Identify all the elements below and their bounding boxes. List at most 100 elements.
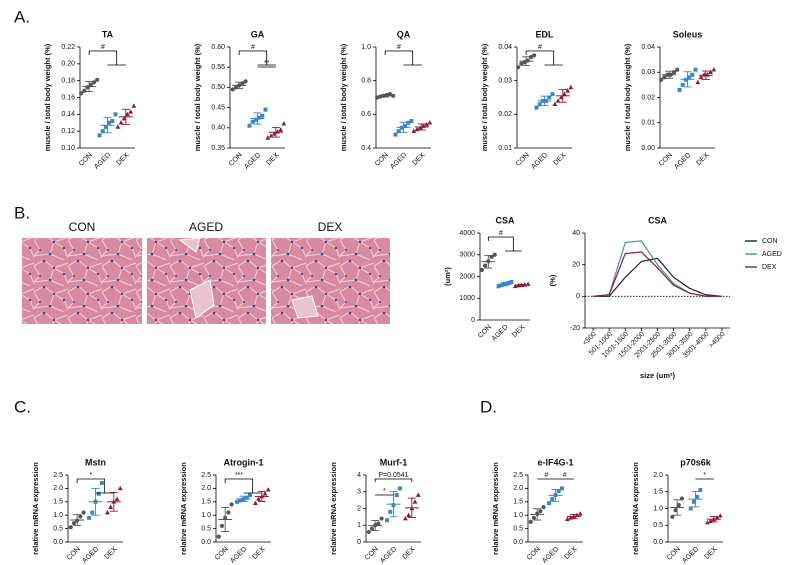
chart-title: GA [251,29,265,39]
data-point [262,491,268,496]
data-point [385,518,390,523]
data-point [81,510,86,515]
y-tick-label: 1.5 [513,499,523,506]
data-point [687,75,692,80]
significance-bracket [384,50,422,66]
significance-label: # [563,472,567,479]
data-point [253,117,258,122]
error-bar [371,520,380,532]
legend-label: AGED [762,251,782,258]
data-point [675,67,680,72]
y-tick-label: 0.5 [201,525,211,532]
data-point [691,499,696,504]
x-tick-label: AGED [530,152,549,171]
data-point [690,72,695,77]
chart-title: Atrogin-1 [224,457,264,467]
data-point [226,510,231,515]
significance-bracket [374,478,413,482]
data-point [565,88,571,93]
data-point [538,509,543,514]
data-point [238,498,243,503]
y-axis-label: muscle / total body weight (%) [480,43,489,151]
error-bar [417,123,426,131]
x-tick-label: AGED [93,152,112,171]
chart-title: p70s6k [680,457,712,467]
x-tick-label: DEX [103,546,118,561]
x-tick-label: DEX [511,324,526,339]
error-bar [271,126,280,138]
y-tick-label: 40 [572,230,580,237]
data-point [688,506,693,511]
error-bar [253,112,262,125]
error-bar [701,70,710,81]
data-point [411,128,417,133]
significance-bracket [525,50,563,66]
data-point [415,492,421,497]
histology-detail [178,237,215,319]
significance-bracket [88,50,126,66]
error-bar [673,499,682,516]
data-point [115,124,121,129]
y-axis-label: relative mRNA expression [491,462,500,555]
y-tick-label: 0.50 [211,84,225,91]
panel-label: C. [14,397,31,416]
chart-title: TA [102,29,114,39]
data-point [128,109,134,114]
data-point [537,102,542,107]
y-tick-label: 2.5 [53,472,63,479]
histology-image [22,238,142,324]
y-axis-label: relative mRNA expression [631,462,640,555]
chart-title: CSA [495,215,515,225]
x-tick-label: AGED [673,152,692,171]
significance-label: *** [235,472,243,479]
data-point [547,95,552,100]
data-point [114,496,120,501]
data-point [131,103,137,108]
x-tick-label: AGED [81,546,100,565]
y-tick-label: 0.02 [641,94,655,101]
x-tick-label: AGED [491,324,510,343]
y-axis-label: (%) [548,274,557,286]
y-axis-label: relative mRNA expression [329,462,338,555]
significance-bracket [224,478,262,494]
x-tick-label: CON [78,152,94,168]
error-bar [484,254,493,269]
x-tick-label: DEX [552,152,567,167]
data-point [705,519,710,525]
y-tick-label: 0.0 [653,539,663,546]
y-tick-label: 0.00 [641,145,655,152]
data-point [403,515,408,521]
significance-bracket [487,236,522,252]
data-point [229,502,234,507]
x-tick-label: CON [515,152,531,168]
data-point [260,113,265,118]
y-tick-label: 0.18 [61,78,75,85]
legend-label: CON [762,238,778,245]
data-point [265,487,271,492]
significance-label: # [499,230,503,237]
data-point [230,87,235,92]
data-point [257,115,262,120]
data-point [256,496,262,501]
y-tick-label: 4 [357,472,361,479]
data-point [506,281,511,286]
data-point [235,499,240,504]
data-point [659,77,664,82]
significance-label: # [101,44,105,51]
data-point [565,516,570,522]
data-point [550,497,555,502]
significance-label: * [703,472,706,479]
y-tick-label: 0.0 [53,539,63,546]
data-point [118,120,124,125]
chart-title: EDL [536,29,555,39]
y-axis-label: muscle / total body weight (%) [43,43,52,151]
error-bar [569,513,578,520]
data-point [71,521,77,526]
y-tick-label: 1.0 [653,505,663,512]
y-tick-label: 0.22 [61,44,75,51]
histology-image [147,238,266,324]
data-point [516,65,521,70]
significance-label: # [544,472,548,479]
x-tick-label: CON [364,546,380,562]
data-point [103,124,108,129]
